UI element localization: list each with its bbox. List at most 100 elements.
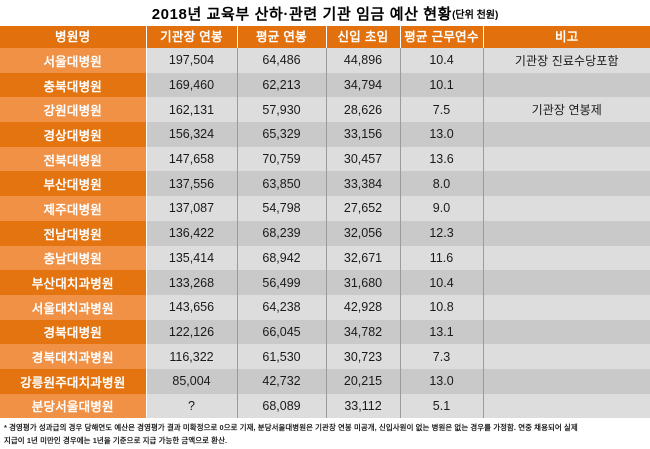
page-title: 2018년 교육부 산하·관련 기관 임금 예산 현황 (단위 천원) — [0, 0, 650, 26]
table-header-row: 병원명 기관장 연봉 평균 연봉 신입 초임 평균 근무연수 비고 — [0, 26, 650, 48]
starting-salary-cell: 31,680 — [326, 270, 401, 295]
average-salary-cell: 63,850 — [237, 171, 327, 197]
average-salary-cell: 65,329 — [237, 122, 327, 147]
average-tenure-cell: 7.3 — [400, 344, 484, 369]
starting-salary-cell: 30,457 — [326, 146, 401, 172]
table-row: 강릉원주대치과병원 85,004 42,732 20,215 13.0 — [0, 368, 650, 394]
starting-salary-cell: 32,671 — [326, 245, 401, 271]
remarks-cell — [483, 171, 650, 197]
average-salary-cell: 57,930 — [237, 97, 327, 123]
table-row: 서울대치과병원 143,656 64,238 42,928 10.8 — [0, 294, 650, 320]
remarks-cell — [483, 220, 650, 246]
hospital-name-cell: 분당서울대병원 — [0, 393, 147, 419]
remarks-cell — [483, 270, 650, 295]
remarks-cell — [483, 368, 650, 394]
table-row: 부산대병원 137,556 63,850 33,384 8.0 — [0, 171, 650, 197]
hospital-name-cell: 강원대병원 — [0, 97, 147, 123]
page-title-unit: (단위 천원) — [452, 10, 499, 21]
starting-salary-cell: 30,723 — [326, 344, 401, 369]
average-salary-cell: 68,942 — [237, 245, 327, 271]
hospital-name-cell: 충남대병원 — [0, 245, 147, 271]
director-salary-cell: 133,268 — [146, 270, 238, 295]
remarks-cell: 기관장 진료수당포함 — [483, 48, 650, 73]
table-row: 충북대병원 169,460 62,213 34,794 10.1 — [0, 72, 650, 98]
column-header-name: 병원명 — [0, 26, 147, 48]
salary-budget-table: 병원명 기관장 연봉 평균 연봉 신입 초임 평균 근무연수 비고 서울대병원 1… — [0, 26, 650, 419]
column-header-avg: 평균 연봉 — [237, 26, 327, 48]
director-salary-cell: 122,126 — [146, 319, 238, 345]
hospital-name-cell: 충북대병원 — [0, 72, 147, 98]
table-row: 경상대병원 156,324 65,329 33,156 13.0 — [0, 122, 650, 147]
average-salary-cell: 54,798 — [237, 196, 327, 221]
average-tenure-cell: 7.5 — [400, 97, 484, 123]
table-row: 경북대치과병원 116,322 61,530 30,723 7.3 — [0, 344, 650, 369]
starting-salary-cell: 33,112 — [326, 393, 401, 419]
footnote-line-1: * 경영평가 성과급의 경우 당해연도 예산은 경영평가 결과 미확정으로 0으… — [4, 423, 578, 433]
director-salary-cell: 143,656 — [146, 294, 238, 320]
average-tenure-cell: 8.0 — [400, 171, 484, 197]
starting-salary-cell: 33,156 — [326, 122, 401, 147]
table-row: 부산대치과병원 133,268 56,499 31,680 10.4 — [0, 270, 650, 295]
average-tenure-cell: 10.8 — [400, 294, 484, 320]
hospital-name-cell: 부산대병원 — [0, 171, 147, 197]
remarks-cell — [483, 146, 650, 172]
average-tenure-cell: 13.0 — [400, 122, 484, 147]
table-row: 경북대병원 122,126 66,045 34,782 13.1 — [0, 319, 650, 345]
director-salary-cell: 116,322 — [146, 344, 238, 369]
hospital-name-cell: 서울대치과병원 — [0, 294, 147, 320]
table-body: 서울대병원 197,504 64,486 44,896 10.4 기관장 진료수당포함 충북… — [0, 48, 650, 419]
director-salary-cell: 85,004 — [146, 368, 238, 394]
average-salary-cell: 61,530 — [237, 344, 327, 369]
director-salary-cell: 136,422 — [146, 220, 238, 246]
starting-salary-cell: 32,056 — [326, 220, 401, 246]
director-salary-cell: 147,658 — [146, 146, 238, 172]
hospital-name-cell: 서울대병원 — [0, 48, 147, 73]
average-tenure-cell: 13.1 — [400, 319, 484, 345]
table-row: 전남대병원 136,422 68,239 32,056 12.3 — [0, 220, 650, 246]
director-salary-cell: 162,131 — [146, 97, 238, 123]
table-row: 강원대병원 162,131 57,930 28,626 7.5 기관장 연봉제 — [0, 97, 650, 123]
remarks-cell — [483, 72, 650, 98]
remarks-cell — [483, 294, 650, 320]
director-salary-cell: 135,414 — [146, 245, 238, 271]
column-header-new: 신입 초임 — [326, 26, 401, 48]
director-salary-cell: ? — [146, 393, 238, 419]
hospital-name-cell: 전남대병원 — [0, 220, 147, 246]
table-row: 분당서울대병원? 68,089 33,112 5.1 — [0, 393, 650, 419]
footnote: * 경영평가 성과급의 경우 당해연도 예산은 경영평가 결과 미확정으로 0으… — [0, 418, 650, 447]
remarks-cell — [483, 245, 650, 271]
column-header-head: 기관장 연봉 — [146, 26, 238, 48]
average-salary-cell: 42,732 — [237, 368, 327, 394]
hospital-name-cell: 제주대병원 — [0, 196, 147, 221]
average-tenure-cell: 10.4 — [400, 270, 484, 295]
remarks-cell — [483, 393, 650, 419]
average-salary-cell: 56,499 — [237, 270, 327, 295]
average-salary-cell: 70,759 — [237, 146, 327, 172]
remarks-cell — [483, 196, 650, 221]
average-salary-cell: 64,486 — [237, 48, 327, 73]
director-salary-cell: 137,556 — [146, 171, 238, 197]
table-row: 제주대병원 137,087 54,798 27,652 9.0 — [0, 196, 650, 221]
director-salary-cell: 137,087 — [146, 196, 238, 221]
average-salary-cell: 64,238 — [237, 294, 327, 320]
starting-salary-cell: 20,215 — [326, 368, 401, 394]
hospital-name-cell: 경상대병원 — [0, 122, 147, 147]
average-salary-cell: 68,239 — [237, 220, 327, 246]
average-tenure-cell: 10.1 — [400, 72, 484, 98]
average-tenure-cell: 10.4 — [400, 48, 484, 73]
table-row: 충남대병원 135,414 68,942 32,671 11.6 — [0, 245, 650, 271]
footnote-line-2: 지급이 1년 미만인 경우에는 1년을 기준으로 지급 가능한 금액으로 환산. — [4, 435, 228, 445]
starting-salary-cell: 34,794 — [326, 72, 401, 98]
column-header-note: 비고 — [483, 26, 650, 48]
average-salary-cell: 66,045 — [237, 319, 327, 345]
average-salary-cell: 62,213 — [237, 72, 327, 98]
hospital-name-cell: 강릉원주대치과병원 — [0, 368, 147, 394]
remarks-cell — [483, 122, 650, 147]
table-header: 병원명 기관장 연봉 평균 연봉 신입 초임 평균 근무연수 비고 — [0, 26, 650, 48]
average-tenure-cell: 11.6 — [400, 245, 484, 271]
table-row: 서울대병원 197,504 64,486 44,896 10.4 기관장 진료수당포함 — [0, 48, 650, 73]
average-tenure-cell: 12.3 — [400, 220, 484, 246]
average-tenure-cell: 9.0 — [400, 196, 484, 221]
starting-salary-cell: 34,782 — [326, 319, 401, 345]
